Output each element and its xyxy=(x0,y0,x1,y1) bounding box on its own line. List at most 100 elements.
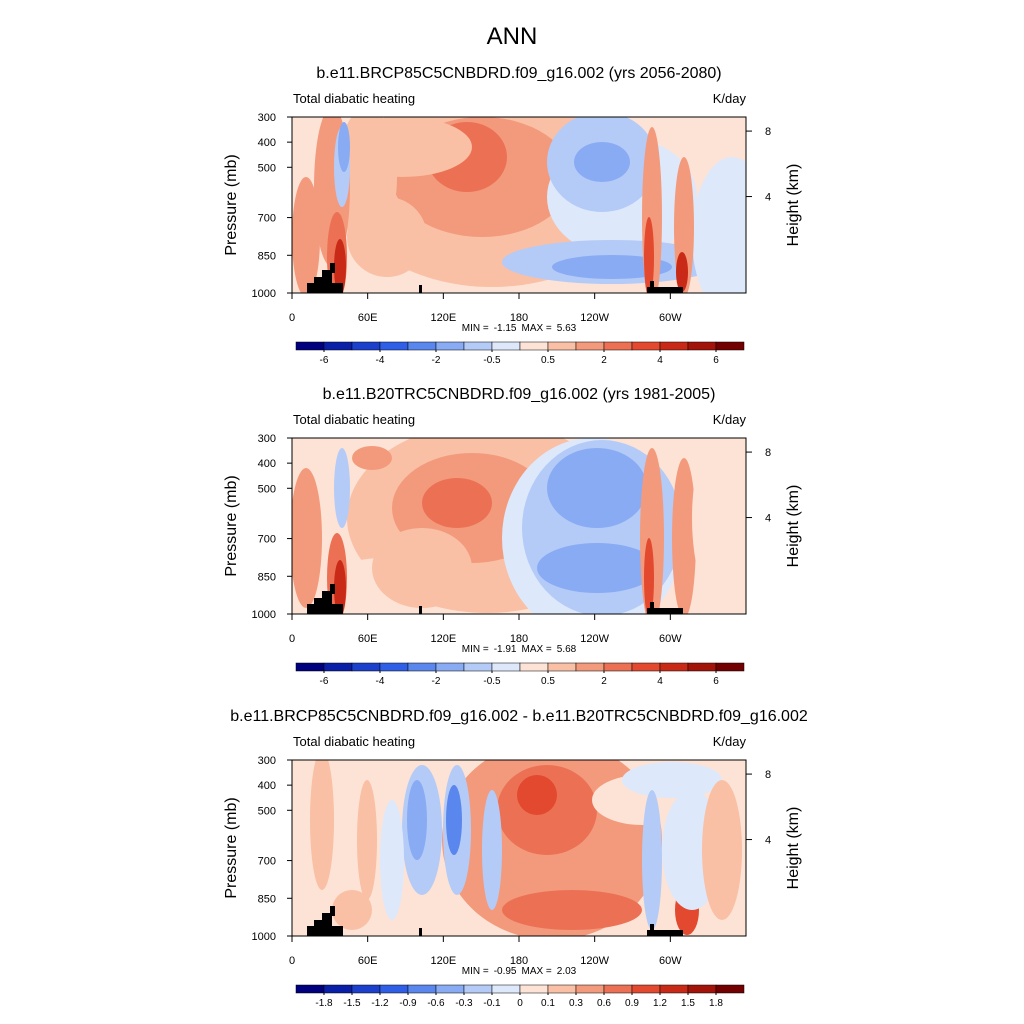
terrain xyxy=(322,591,332,601)
terrain xyxy=(647,608,683,614)
colorbar-box xyxy=(631,341,661,351)
colorbar-label: -1.8 xyxy=(315,998,333,1009)
colorbar-box xyxy=(323,984,353,994)
contour-region xyxy=(422,478,492,528)
contour-field xyxy=(292,760,746,936)
colorbar-box xyxy=(631,984,661,994)
contour-region xyxy=(446,785,462,855)
colorbar-box xyxy=(351,984,381,994)
max-label: MAX = xyxy=(521,966,551,977)
units-label: K/day xyxy=(713,91,747,106)
x-tick-label: 60E xyxy=(358,955,378,967)
colorbar-box xyxy=(491,341,521,351)
colorbar-box xyxy=(603,984,633,994)
colorbar-label: 1.5 xyxy=(681,998,695,1009)
contour-region xyxy=(537,543,657,593)
max-value: 2.03 xyxy=(557,966,577,977)
max-value: 5.68 xyxy=(557,644,577,655)
y-tick-label: 400 xyxy=(258,458,276,470)
terrain xyxy=(650,924,654,932)
y-axis-label: Pressure (mb) xyxy=(223,797,240,898)
colorbar-box xyxy=(519,662,549,672)
panel: b.e11.B20TRC5CNBDRD.f09_g16.002 (yrs 198… xyxy=(223,386,802,687)
colorbar-label: 0.5 xyxy=(541,355,555,366)
terrain xyxy=(647,287,683,293)
colorbar-box xyxy=(687,341,717,351)
colorbar-label: -0.1 xyxy=(483,998,501,1009)
contour-field xyxy=(292,117,746,293)
colorbar-box xyxy=(323,341,353,351)
contour-region xyxy=(547,448,647,528)
colorbar-label: -6 xyxy=(320,355,329,366)
colorbar-label: 2 xyxy=(601,355,607,366)
x-tick-label: 180 xyxy=(510,633,528,645)
panel: b.e11.BRCP85C5CNBDRD.f09_g16.002 - b.e11… xyxy=(223,708,808,1009)
terrain xyxy=(314,598,332,606)
x-tick-label: 60E xyxy=(358,312,378,324)
contour-region xyxy=(517,775,557,815)
y-tick-label: 700 xyxy=(258,213,276,225)
colorbar-label: -4 xyxy=(376,676,385,687)
y-tick-label: 500 xyxy=(258,805,276,817)
colorbar-label: 6 xyxy=(713,355,719,366)
colorbar-box xyxy=(407,984,437,994)
contour-region xyxy=(357,780,377,900)
colorbar-box xyxy=(575,984,605,994)
main-title: ANN xyxy=(487,23,538,50)
contour-region xyxy=(702,780,742,920)
colorbar-label: 1.8 xyxy=(709,998,723,1009)
units-label: K/day xyxy=(713,734,747,749)
terrain xyxy=(307,926,343,936)
terrain xyxy=(419,606,422,614)
contour-region xyxy=(692,157,746,293)
contour-region xyxy=(407,780,427,860)
colorbar-box xyxy=(547,341,577,351)
contour-region xyxy=(482,790,502,910)
y-tick-label: 850 xyxy=(258,571,276,583)
colorbar-box xyxy=(351,662,381,672)
x-tick-label: 180 xyxy=(510,955,528,967)
panel-title: b.e11.B20TRC5CNBDRD.f09_g16.002 (yrs 198… xyxy=(323,386,716,403)
contour-region xyxy=(334,560,346,614)
y2-tick-label: 4 xyxy=(765,835,771,847)
max-label: MAX = xyxy=(521,644,551,655)
colorbar-label: -6 xyxy=(320,676,329,687)
contour-region xyxy=(692,438,746,608)
colorbar-box xyxy=(715,662,745,672)
y2-axis-label: Height (km) xyxy=(785,164,802,247)
terrain xyxy=(322,270,332,280)
colorbar-label: -2 xyxy=(432,355,441,366)
y-tick-label: 1000 xyxy=(252,288,276,300)
x-tick-label: 60W xyxy=(659,633,682,645)
x-tick-label: 180 xyxy=(510,312,528,324)
y-tick-label: 400 xyxy=(258,780,276,792)
y-tick-label: 500 xyxy=(258,483,276,495)
colorbar-box xyxy=(435,341,465,351)
colorbar-label: 0.9 xyxy=(625,998,639,1009)
colorbar-box xyxy=(295,341,325,351)
contour-region xyxy=(310,760,334,890)
y-tick-label: 500 xyxy=(258,162,276,174)
y-tick-label: 700 xyxy=(258,856,276,868)
y-tick-label: 300 xyxy=(258,112,276,124)
colorbar-box xyxy=(435,662,465,672)
y-axis-label: Pressure (mb) xyxy=(223,154,240,255)
colorbar-label: -0.6 xyxy=(427,998,445,1009)
y-tick-label: 850 xyxy=(258,893,276,905)
colorbar-label: 1.2 xyxy=(653,998,667,1009)
colorbar-box xyxy=(575,662,605,672)
colorbar-label: 4 xyxy=(657,676,663,687)
y-axis-label: Pressure (mb) xyxy=(223,475,240,576)
contour-region xyxy=(292,468,322,608)
contour-region xyxy=(292,177,320,293)
colorbar-box xyxy=(407,662,437,672)
colorbar-box xyxy=(323,662,353,672)
contour-region xyxy=(574,142,630,182)
x-tick-label: 120W xyxy=(580,633,609,645)
colorbar-box xyxy=(295,662,325,672)
contour-region xyxy=(672,458,696,614)
y-tick-label: 700 xyxy=(258,534,276,546)
terrain xyxy=(330,906,335,916)
min-max: MIN = -1.15 MAX = 5.63 xyxy=(462,323,577,334)
colorbar-label: -0.5 xyxy=(483,355,501,366)
